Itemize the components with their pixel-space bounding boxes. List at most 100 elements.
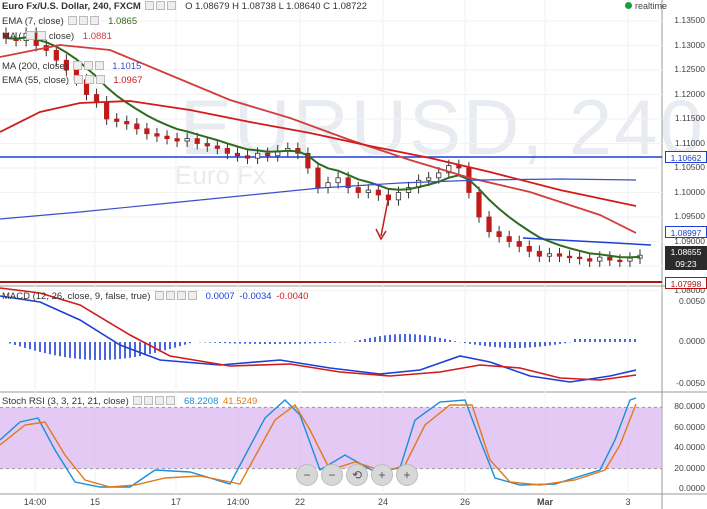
ema7-legend[interactable]: EMA (7, close) 1.0865 bbox=[2, 16, 137, 28]
settings-icon[interactable] bbox=[133, 396, 143, 405]
candle bbox=[516, 241, 522, 247]
zoom-controls: − − ⟲ + + bbox=[296, 464, 418, 486]
close-icon[interactable] bbox=[155, 396, 165, 405]
candle bbox=[124, 121, 130, 125]
close-icon[interactable] bbox=[90, 16, 100, 25]
stoch-tick-label: 40.0000 bbox=[674, 442, 705, 453]
price-tag: 1.10662 bbox=[665, 151, 707, 163]
macd-tick-label: -0.0050 bbox=[676, 378, 705, 388]
candle bbox=[426, 177, 432, 181]
candle bbox=[194, 138, 200, 144]
macd-signal-line bbox=[0, 287, 637, 381]
settings-icon[interactable] bbox=[145, 1, 155, 10]
price-tag: 1.08655 bbox=[665, 246, 707, 258]
ema7-value: 1.0865 bbox=[108, 16, 138, 27]
macd-value-3: -0.0040 bbox=[276, 291, 309, 302]
zoom-out-button[interactable]: − bbox=[296, 464, 318, 486]
scroll-left-button[interactable]: − bbox=[321, 464, 343, 486]
candle bbox=[486, 216, 492, 233]
more-icon[interactable] bbox=[166, 396, 176, 405]
ema55-value: 1.0967 bbox=[113, 75, 143, 86]
ma200-label: MA (200, close) bbox=[2, 61, 68, 72]
ma-mid-value: 1.0881 bbox=[82, 31, 112, 42]
ma-mid-line bbox=[0, 44, 637, 234]
ema55-label: EMA (55, close) bbox=[2, 75, 70, 86]
close-icon[interactable] bbox=[95, 75, 105, 84]
stoch-band bbox=[0, 407, 662, 469]
candle bbox=[395, 192, 402, 201]
macd-legend[interactable]: MACD (12, 26, close, 9, false, true) 0.0… bbox=[2, 291, 308, 303]
stoch-tick-label: 60.0000 bbox=[674, 421, 705, 432]
ma-mid-label: MA ( bbox=[2, 31, 22, 42]
close-icon[interactable] bbox=[167, 1, 177, 10]
time-tick-label: Mar bbox=[536, 497, 554, 507]
eye-icon[interactable] bbox=[156, 1, 166, 10]
stoch-d-value: 41.5249 bbox=[223, 396, 258, 407]
price-tick-label: 1.13500 bbox=[674, 15, 705, 25]
candle bbox=[265, 152, 271, 157]
ma200-value: 1.1015 bbox=[112, 61, 142, 72]
candle bbox=[446, 165, 452, 174]
realtime-indicator: realtime bbox=[624, 1, 667, 11]
more-icon[interactable] bbox=[188, 291, 198, 300]
annotation-arrow bbox=[380, 194, 390, 237]
trendline bbox=[522, 237, 652, 246]
macd-tick-label: 0.0000 bbox=[679, 336, 705, 346]
stoch-label: Stoch RSI (3, 3, 21, 21, close) bbox=[2, 396, 129, 407]
candle bbox=[244, 155, 251, 159]
stoch-legend[interactable]: Stoch RSI (3, 3, 21, 21, close) 68.2208 … bbox=[2, 396, 257, 408]
candle bbox=[53, 50, 59, 61]
ema55-legend[interactable]: EMA (55, close) 1.0967 bbox=[2, 75, 142, 87]
eye-icon[interactable] bbox=[144, 396, 154, 405]
eye-icon[interactable] bbox=[83, 61, 93, 70]
candle bbox=[234, 152, 241, 157]
settings-icon[interactable] bbox=[68, 16, 78, 25]
settings-icon[interactable] bbox=[72, 61, 82, 70]
ema55-line bbox=[0, 100, 637, 207]
eye-icon[interactable] bbox=[79, 16, 89, 25]
eye-icon[interactable] bbox=[166, 291, 176, 300]
ohlc-values: O 1.08679 H 1.08738 L 1.08640 C 1.08722 bbox=[185, 1, 368, 12]
candle bbox=[607, 256, 613, 261]
candle bbox=[597, 256, 603, 262]
settings-icon[interactable] bbox=[73, 75, 83, 84]
symbol-title[interactable]: Euro Fx/U.S. Dollar, 240, FXCM bbox=[2, 1, 141, 12]
candle bbox=[617, 259, 623, 263]
price-tick-label: 1.09500 bbox=[674, 211, 705, 221]
eye-icon[interactable] bbox=[37, 31, 47, 40]
settings-icon[interactable] bbox=[26, 31, 36, 40]
scroll-right-button[interactable]: + bbox=[371, 464, 393, 486]
candle bbox=[335, 177, 341, 184]
eye-icon[interactable] bbox=[84, 75, 94, 84]
chart-title-row: Euro Fx/U.S. Dollar, 240, FXCM O 1.08679… bbox=[2, 1, 367, 13]
ma-mid-legend[interactable]: MA ( close) 1.0881 bbox=[2, 31, 112, 43]
candle bbox=[566, 255, 573, 259]
macd-value-1: 0.0007 bbox=[205, 291, 235, 302]
candle bbox=[184, 138, 190, 142]
price-tag: 09:23 bbox=[665, 258, 707, 270]
candle bbox=[214, 145, 220, 149]
status-dot-icon bbox=[624, 2, 632, 9]
candle bbox=[93, 94, 100, 103]
settings-icon[interactable] bbox=[155, 291, 165, 300]
price-tick-label: 1.09000 bbox=[674, 235, 705, 246]
close-icon[interactable] bbox=[94, 61, 104, 70]
candle bbox=[154, 133, 160, 137]
candle bbox=[536, 250, 542, 257]
price-tag: 1.07998 bbox=[665, 277, 707, 289]
candle bbox=[315, 167, 321, 189]
price-tick-label: 1.11500 bbox=[674, 113, 705, 123]
time-tick-label: 15 bbox=[89, 497, 101, 507]
stoch-tick-label: 20.0000 bbox=[674, 462, 705, 473]
close-icon[interactable] bbox=[177, 291, 187, 300]
ema7-line bbox=[5, 36, 641, 259]
price-tick-label: 1.08000 bbox=[674, 285, 705, 295]
reset-zoom-button[interactable]: ⟲ bbox=[346, 464, 368, 486]
ma200-legend[interactable]: MA (200, close) 1.1015 bbox=[2, 61, 141, 73]
candle bbox=[164, 135, 170, 139]
candle bbox=[355, 187, 361, 193]
zoom-in-button[interactable]: + bbox=[396, 464, 418, 486]
macd-label: MACD (12, 26, close, 9, false, true) bbox=[2, 291, 151, 302]
time-tick-label: 3 bbox=[625, 497, 631, 507]
